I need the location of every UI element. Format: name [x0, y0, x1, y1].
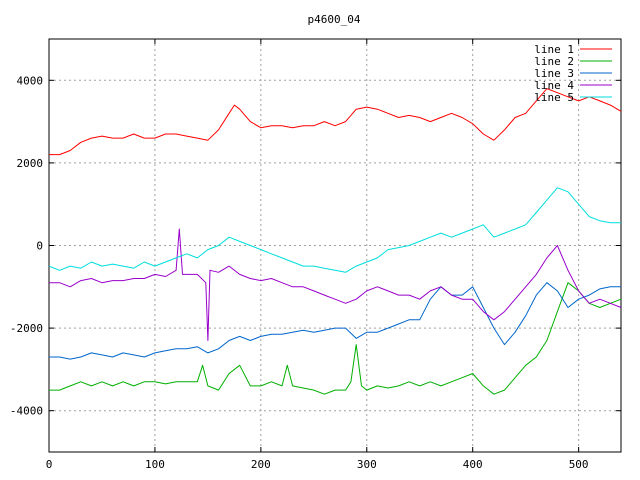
- series-line-5: [48, 187, 621, 273]
- x-tick-label: 400: [463, 458, 483, 471]
- y-tick-label: -4000: [10, 405, 43, 418]
- legend-label-4: line 4: [534, 79, 574, 92]
- series-line-1: [49, 88, 622, 156]
- x-tick-label: 100: [145, 458, 165, 471]
- x-tick-label: 500: [569, 458, 589, 471]
- legend-label-3: line 3: [534, 67, 574, 80]
- series-line-3: [49, 282, 621, 360]
- legend-label-5: line 5: [534, 91, 574, 104]
- x-tick-label: 300: [357, 458, 377, 471]
- y-tick-label: -2000: [10, 322, 43, 335]
- chart-title: p4600_04: [308, 13, 361, 26]
- y-tick-label: 4000: [17, 74, 44, 87]
- legend-label-2: line 2: [534, 55, 574, 68]
- series-layer: [48, 88, 622, 395]
- axis-ticks: 0 100 200 300 400 500 -4000 -2000 0 2000 4000: [10, 39, 621, 471]
- x-tick-label: 200: [251, 458, 271, 471]
- legend-label-1: line 1: [534, 43, 574, 56]
- series-line-2: [49, 282, 622, 395]
- y-tick-label: 0: [36, 240, 43, 253]
- grid-lines: [48, 39, 621, 452]
- series-line-4: [49, 228, 622, 341]
- x-tick-label: 0: [46, 458, 53, 471]
- y-tick-label: 2000: [17, 157, 44, 170]
